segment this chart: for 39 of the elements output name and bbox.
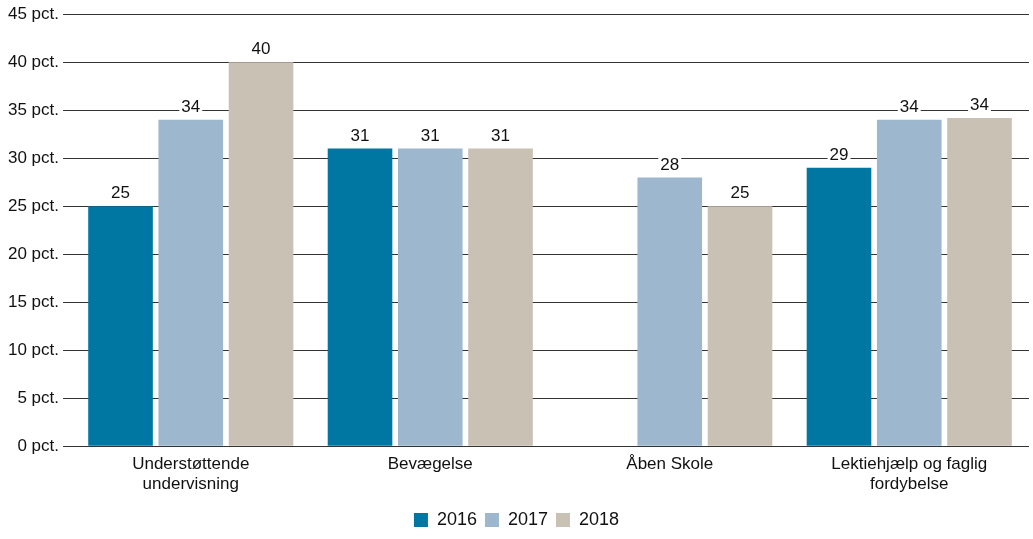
bar (468, 148, 533, 446)
data-label: 31 (350, 125, 370, 145)
legend-label: 2018 (579, 508, 620, 529)
bar (637, 177, 703, 446)
x-tick-label: Understøttende undervisning (132, 454, 250, 494)
data-label: 40 (251, 39, 271, 59)
data-label: 31 (491, 125, 510, 145)
data-label: 31 (420, 125, 440, 145)
x-tick-label: Åben Skole (626, 454, 714, 474)
y-tick-label: 20 pct. (7, 243, 60, 263)
y-tick-label: 30 pct. (7, 147, 60, 167)
bar (707, 206, 773, 446)
data-label: 25 (111, 183, 130, 203)
bar (327, 148, 393, 446)
data-label: 34 (181, 96, 201, 116)
bar (158, 119, 224, 446)
y-tick-label: 45 pct. (7, 3, 60, 23)
legend-label: 2017 (507, 508, 549, 529)
bar (947, 117, 1012, 446)
data-label: 28 (660, 154, 680, 174)
y-tick-label: 0 pct. (17, 435, 60, 455)
y-tick-label: 25 pct. (7, 195, 60, 215)
bar (88, 206, 153, 446)
y-tick-label: 15 pct. (7, 291, 60, 311)
data-label: 34 (970, 95, 989, 115)
x-tick-label: Bevægelse (387, 454, 473, 474)
data-label: 34 (899, 96, 919, 116)
bar (876, 119, 942, 446)
y-tick-label: 10 pct. (7, 339, 60, 359)
data-label: 25 (730, 183, 750, 203)
x-tick-label: Lektiehjælp og faglig fordybelse (831, 454, 988, 494)
data-label: 29 (829, 144, 849, 164)
y-tick-label: 40 pct. (7, 51, 60, 71)
bar (397, 148, 463, 446)
bar (806, 167, 872, 446)
y-tick-label: 35 pct. (7, 99, 60, 119)
y-tick-label: 5 pct. (17, 387, 60, 407)
bar (228, 62, 294, 446)
legend-label: 2016 (436, 508, 477, 529)
